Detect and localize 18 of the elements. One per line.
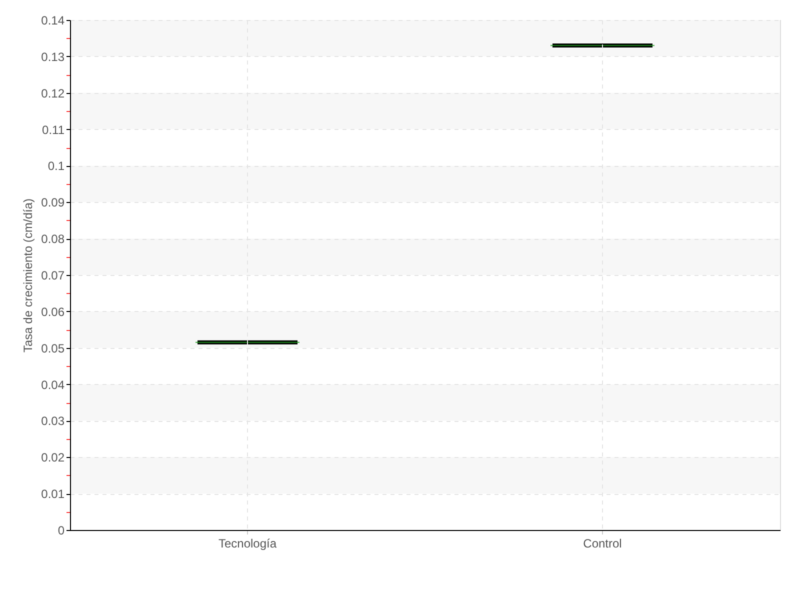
y-tick-label: 0.11 — [42, 122, 65, 137]
x-tick-label: Tecnología — [218, 536, 277, 550]
y-tick-label: 0.12 — [41, 86, 65, 100]
y-tick-label: 0.03 — [41, 414, 65, 428]
y-tick-label: 0.05 — [41, 341, 65, 356]
y-tick-label: 0.09 — [41, 196, 65, 210]
x-tick-label: Control — [583, 536, 622, 550]
y-tick-label: 0 — [58, 524, 65, 538]
y-tick-label: 0.02 — [41, 450, 65, 465]
y-tick-label: 0.04 — [41, 378, 65, 392]
y-axis-title: Tasa de crecimiento (cm/día) — [21, 198, 36, 353]
y-tick-label: 0.01 — [41, 487, 65, 502]
y-tick-label: 0.07 — [41, 268, 65, 282]
y-tick-label: 0.14 — [41, 14, 65, 28]
y-tick-label: 0.1 — [48, 159, 65, 174]
y-tick-label: 0.13 — [41, 50, 65, 64]
y-tick-label: 0.06 — [41, 304, 65, 319]
y-tick-label: 0.08 — [41, 232, 65, 246]
